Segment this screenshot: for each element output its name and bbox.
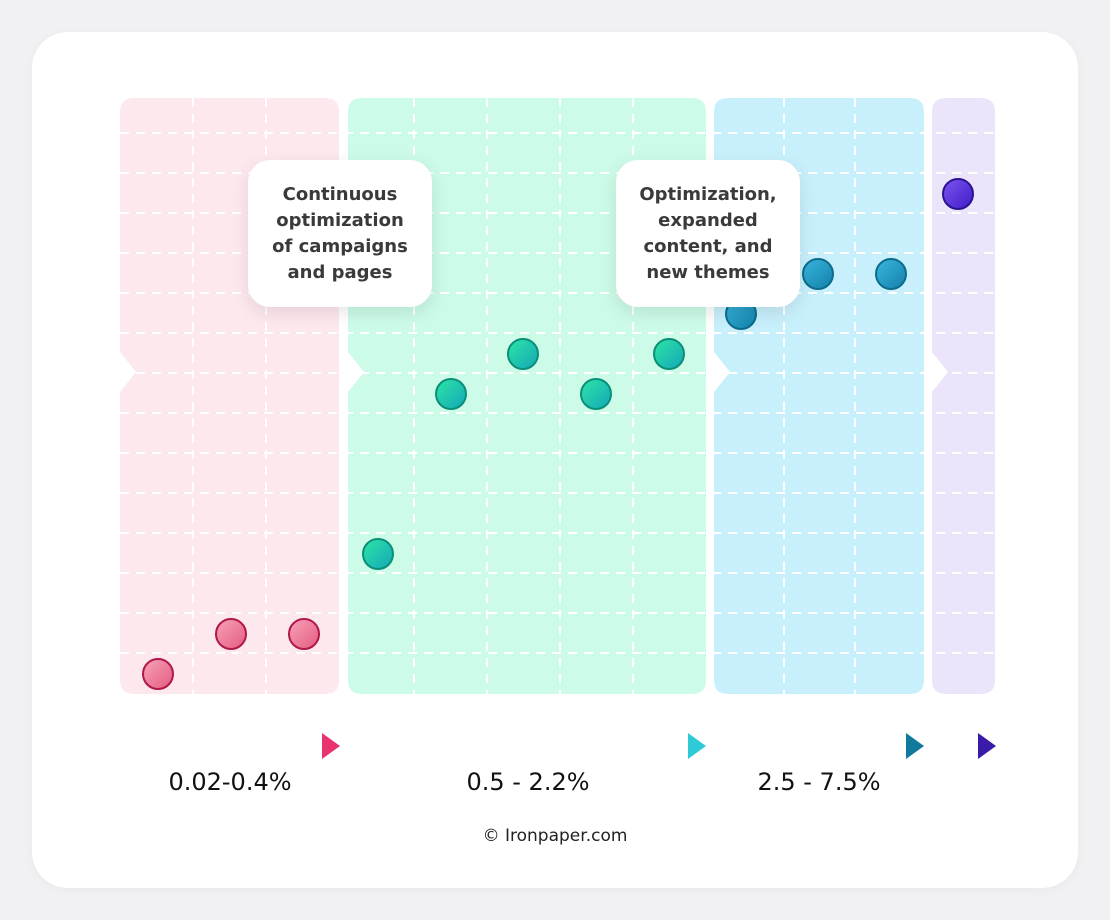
data-point-stage-1-2 <box>215 618 247 650</box>
data-point-stage-1-1 <box>142 658 174 690</box>
data-point-stage-2-5 <box>653 338 685 370</box>
data-point-stage-2-3 <box>507 338 539 370</box>
copyright-text: © Ironpaper.com <box>482 826 628 846</box>
stage-panel-4 <box>932 98 995 694</box>
progress-arrows <box>114 733 996 759</box>
callout-stage-2: Optimization, expanded content, and new … <box>616 160 800 307</box>
range-label-stage-2: 0.5 - 2.2% <box>466 768 590 796</box>
callout-stage-1: Continuous optimization of campaigns and… <box>248 160 432 307</box>
data-point-stage-3-3 <box>875 258 907 290</box>
data-point-stage-2-1 <box>362 538 394 570</box>
progress-arrow-head-2 <box>688 733 706 759</box>
progress-arrow-head-3 <box>906 733 924 759</box>
progress-arrow-head-4 <box>978 733 996 759</box>
range-label-stage-3: 2.5 - 7.5% <box>757 768 881 796</box>
data-point-stage-4-1 <box>942 178 974 210</box>
data-points <box>142 178 974 690</box>
progress-arrow-head-1 <box>322 733 340 759</box>
data-point-stage-2-2 <box>435 378 467 410</box>
data-point-stage-1-3 <box>288 618 320 650</box>
data-point-stage-3-2 <box>802 258 834 290</box>
data-point-stage-2-4 <box>580 378 612 410</box>
range-label-stage-1: 0.02-0.4% <box>168 768 292 796</box>
